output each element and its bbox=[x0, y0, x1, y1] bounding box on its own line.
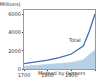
svg-text:Population (Millions): Population (Millions) bbox=[0, 1, 21, 8]
svg-text:4000: 4000 bbox=[8, 29, 21, 35]
svg-text:0: 0 bbox=[18, 66, 21, 72]
svg-text:2000: 2000 bbox=[8, 48, 21, 54]
svg-text:1800: 1800 bbox=[41, 72, 54, 78]
svg-text:Total: Total bbox=[68, 37, 81, 43]
svg-text:1700: 1700 bbox=[18, 72, 31, 78]
svg-text:6000: 6000 bbox=[8, 11, 21, 17]
svg-text:Method by farmers: Method by farmers bbox=[38, 70, 86, 77]
svg-text:1900: 1900 bbox=[65, 72, 78, 78]
